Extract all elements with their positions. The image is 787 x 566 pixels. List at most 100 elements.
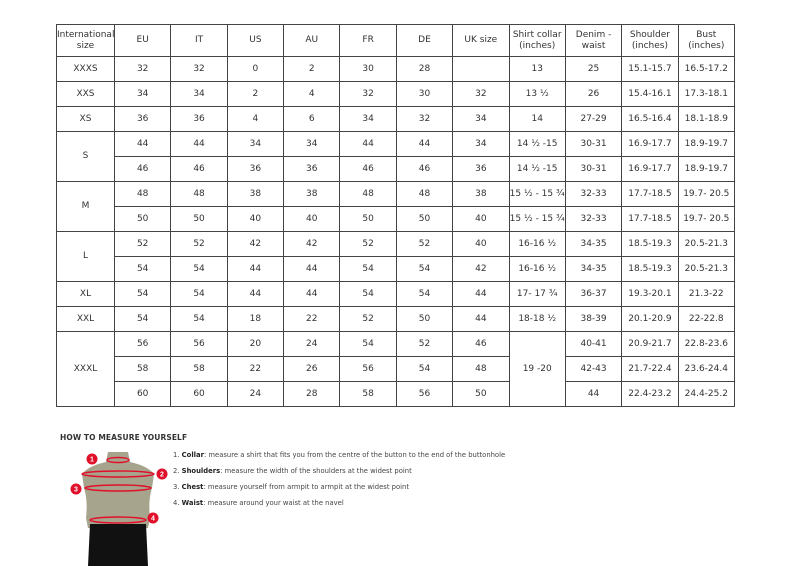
- table-row: XXS 34 34 2 4 32 30 32 13 ½ 26 15.4-16.1 17.3-18.1: [56, 81, 736, 107]
- table-cell: 22.4-23.2: [621, 381, 679, 407]
- marker-1: [86, 453, 98, 465]
- table-cell: 16.5-16.4: [621, 106, 679, 132]
- table-cell: L: [56, 231, 115, 282]
- table-cell: 36: [170, 106, 228, 132]
- table-cell: 22-22.8: [677, 306, 736, 332]
- svg-text:4: 4: [151, 516, 155, 523]
- column-header: International size: [56, 24, 115, 57]
- table-cell: 34: [452, 106, 510, 132]
- table-cell: 19.7- 20.5: [677, 181, 736, 207]
- column-header: Bust (inches): [677, 24, 736, 57]
- table-cell: 22: [226, 356, 285, 382]
- table-cell: 52: [395, 231, 454, 257]
- table-cell: 19.3-20.1: [621, 281, 679, 307]
- table-cell: 17.7-18.5: [621, 206, 679, 232]
- table-cell: 24.4-25.2: [677, 381, 736, 407]
- table-cell: 54: [170, 306, 228, 332]
- table-cell: 18.9-19.7: [677, 156, 736, 182]
- table-cell: 48: [170, 181, 228, 207]
- table-cell: XXXL: [56, 331, 115, 407]
- table-cell: 26: [283, 356, 341, 382]
- table-cell: 38: [452, 181, 510, 207]
- table-cell: XS: [56, 106, 115, 132]
- table-cell: 21.3-22: [677, 281, 736, 307]
- table-cell: 28: [395, 56, 454, 82]
- table-cell: 38: [283, 181, 341, 207]
- table-cell: 44: [283, 256, 341, 282]
- table-cell: 30: [395, 81, 454, 107]
- table-row: 46 46 36 36 46 46 36 14 ½ -15 30-31 16.9-17.7 18.9…: [57, 156, 736, 182]
- table-cell: 46: [339, 156, 397, 182]
- table-cell: 18.5-19.3: [621, 231, 679, 257]
- table-cell: 30-31: [564, 156, 623, 182]
- marker-4: [147, 512, 159, 524]
- table-cell: 50: [395, 306, 454, 332]
- table-cell: 52: [339, 306, 397, 332]
- table-cell: 16.9-17.7: [621, 156, 679, 182]
- table-cell: 15 ½ - 15 ¾: [508, 181, 566, 207]
- column-header: Denim - waist: [564, 24, 623, 57]
- table-row: XL 54 54 44 44 54 54 44 17- 17 ¾ 36-37 19.3-20.1 21…: [56, 281, 736, 307]
- torso-measurement-figure: 1 2 3 4: [70, 452, 168, 566]
- table-cell: 36: [226, 156, 285, 182]
- table-cell: 44: [170, 131, 228, 157]
- table-cell: 17- 17 ¾: [508, 281, 566, 307]
- table-cell: 46: [452, 331, 510, 357]
- table-cell: 21.7-22.4: [621, 356, 679, 382]
- table-cell: 16.9-17.7: [621, 131, 679, 157]
- table-cell: 16.5-17.2: [677, 56, 736, 82]
- table-row: 58 58 22 26 56 54 48 42-43 21.7-22.4 23.6-24.4: [57, 356, 736, 382]
- column-header: Shirt collar (inches): [508, 24, 566, 57]
- step-chest: 3. Chest: measure yourself from armpit t…: [173, 483, 409, 491]
- table-cell: 17.7-18.5: [621, 181, 679, 207]
- table-cell: XL: [56, 281, 115, 307]
- table-cell: 22.8-23.6: [677, 331, 736, 357]
- table-cell: 40: [452, 231, 510, 257]
- table-cell: 52: [170, 231, 228, 257]
- table-cell: 54: [395, 281, 454, 307]
- table-cell: 20.1-20.9: [621, 306, 679, 332]
- column-header: US: [226, 24, 285, 57]
- table-cell: 38: [226, 181, 285, 207]
- table-cell: 19.7- 20.5: [677, 206, 736, 232]
- table-cell: 32-33: [564, 181, 623, 207]
- table-row: 54 54 44 44 54 54 42 16-16 ½ 34-35 18.5-19.3 20.5-…: [57, 256, 736, 282]
- table-cell: 48: [395, 181, 454, 207]
- column-header: AU: [283, 24, 341, 57]
- table-cell: 32: [170, 56, 228, 82]
- table-cell: 14: [508, 106, 566, 132]
- section-title: HOW TO MEASURE YOURSELF: [60, 433, 188, 442]
- table-cell: 32: [452, 81, 510, 107]
- table-cell: 44: [452, 281, 510, 307]
- table-cell: 54: [339, 256, 397, 282]
- table-row: 50 50 40 40 50 50 40 15 ½ - 15 ¾ 32-33 17.7-18.5 1…: [57, 206, 736, 232]
- svg-text:2: 2: [160, 472, 164, 479]
- table-row: XXL 54 54 18 22 52 50 44 18-18 ½ 38-39 20.1-20.9 22…: [56, 306, 736, 332]
- table-cell: 34-35: [564, 231, 623, 257]
- table-cell: 60: [170, 381, 228, 407]
- column-header: FR: [339, 24, 397, 57]
- table-cell: 18.1-18.9: [677, 106, 736, 132]
- svg-text:1: 1: [90, 457, 94, 464]
- table-cell: 58: [113, 356, 172, 382]
- table-cell: 32: [395, 106, 454, 132]
- table-cell: 54: [339, 331, 397, 357]
- table-cell: 34-35: [564, 256, 623, 282]
- step-waist: 4. Waist: measure around your waist at t…: [173, 499, 344, 507]
- table-cell: 19 -20: [508, 331, 566, 407]
- table-cell: 54: [113, 281, 172, 307]
- table-cell: 44: [226, 281, 285, 307]
- table-cell: 26: [564, 81, 623, 107]
- table-cell: 52: [395, 331, 454, 357]
- table-cell: 58: [170, 356, 228, 382]
- table-cell: XXXS: [56, 56, 115, 82]
- table-cell: 20: [226, 331, 285, 357]
- column-header: Shoulder (inches): [621, 24, 679, 57]
- table-cell: XXS: [56, 81, 115, 107]
- table-cell: 46: [395, 156, 454, 182]
- table-cell: 56: [395, 381, 454, 407]
- table-cell: 24: [226, 381, 285, 407]
- table-cell: 54: [395, 356, 454, 382]
- table-cell: 2: [226, 81, 285, 107]
- table-cell: 48: [339, 181, 397, 207]
